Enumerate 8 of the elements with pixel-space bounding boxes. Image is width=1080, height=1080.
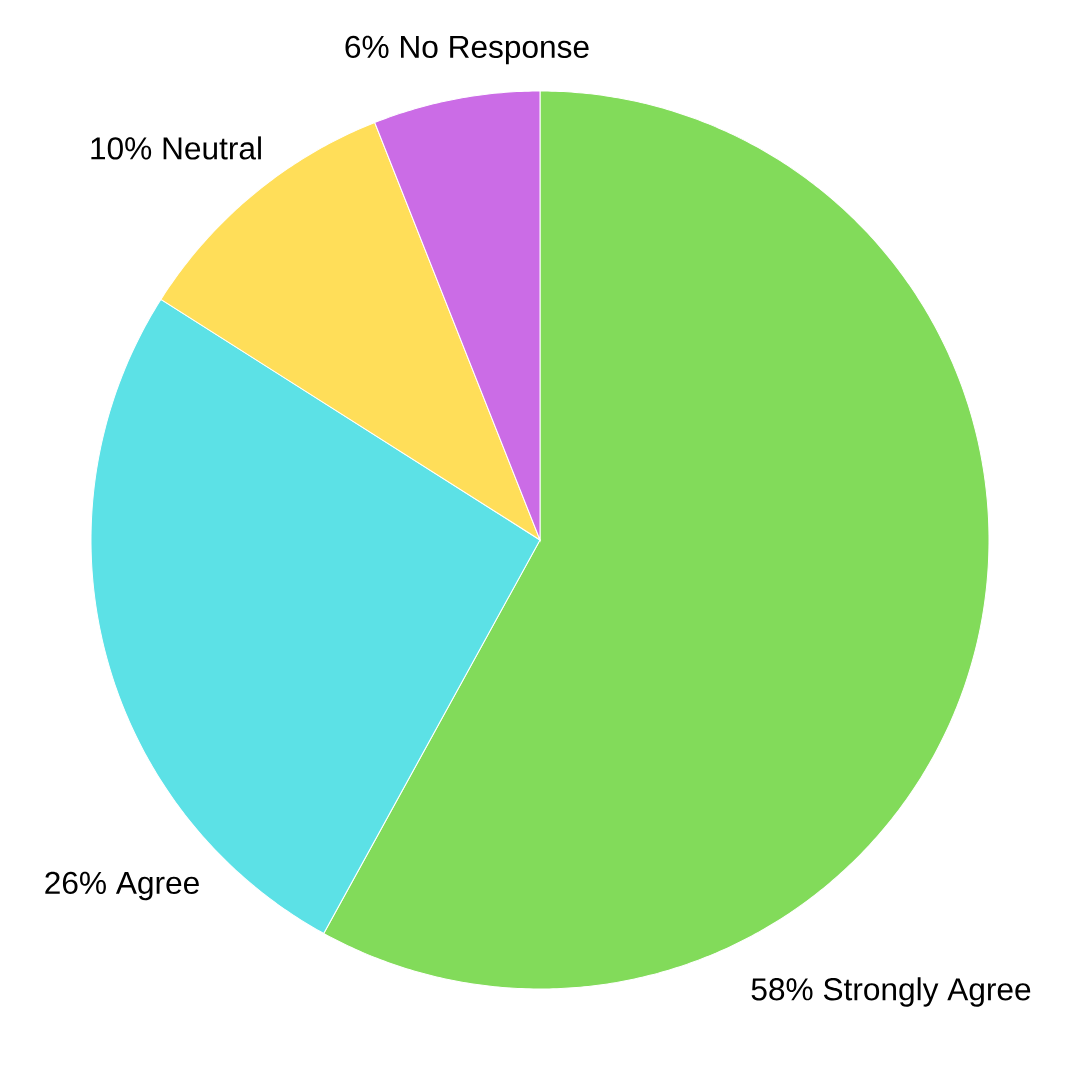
- data-label: 6%: [345, 35, 389, 59]
- data-label: 58%: [751, 978, 813, 1001]
- data-label: 10%: [91, 137, 152, 160]
- slice-label: No Response: [401, 36, 589, 65]
- data-label: 26%: [45, 871, 106, 895]
- slice-label: Strongly Agree: [823, 977, 1031, 1007]
- slice-label: Neutral: [163, 136, 261, 160]
- slice-label: Agree: [115, 872, 199, 901]
